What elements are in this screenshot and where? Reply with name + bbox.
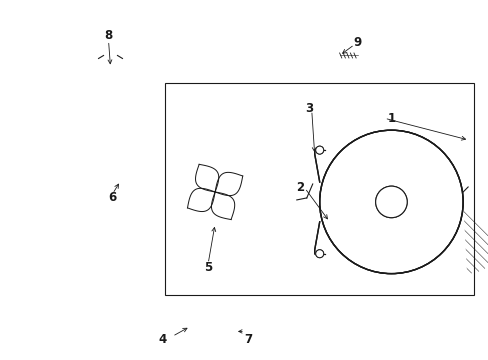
Circle shape	[375, 186, 407, 218]
Circle shape	[315, 146, 323, 154]
Text: 6: 6	[108, 192, 117, 204]
Text: 1: 1	[386, 112, 395, 125]
Text: 5: 5	[203, 261, 212, 274]
Text: 3: 3	[305, 102, 313, 115]
Text: 2: 2	[295, 181, 303, 194]
Text: 9: 9	[353, 36, 361, 49]
Circle shape	[375, 186, 407, 218]
Circle shape	[315, 146, 323, 154]
Text: 8: 8	[104, 29, 112, 42]
Text: 7: 7	[244, 333, 251, 346]
Circle shape	[315, 250, 323, 258]
Bar	[165, 84, 473, 294]
Circle shape	[315, 250, 323, 258]
Text: 4: 4	[158, 333, 166, 346]
